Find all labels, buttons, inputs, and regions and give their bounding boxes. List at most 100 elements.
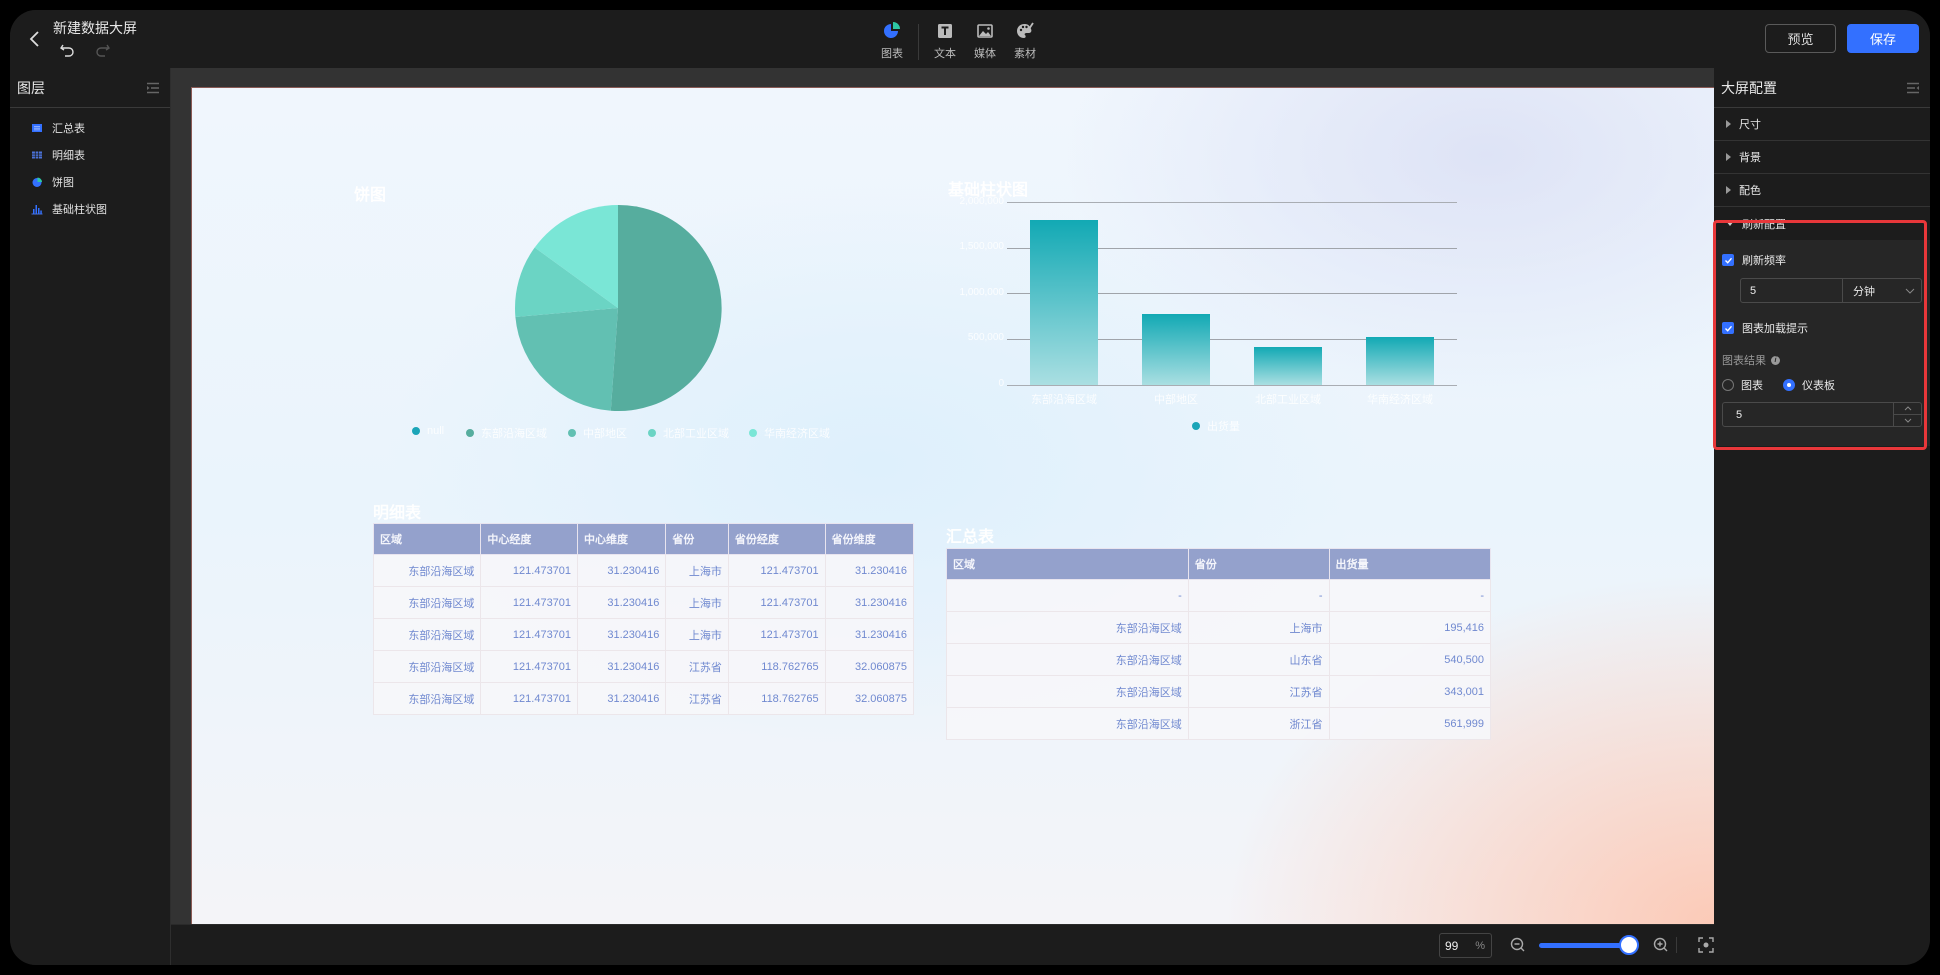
- table-cell: 118.762765: [727, 650, 826, 683]
- table-cell: 121.473701: [480, 682, 579, 715]
- column-header[interactable]: 省份经度: [727, 523, 826, 555]
- table-cell: 121.473701: [727, 586, 826, 619]
- pie-legend-item[interactable]: 东部沿海区域: [466, 425, 547, 441]
- column-header[interactable]: 中心维度: [577, 523, 667, 555]
- layer-item-detail-table[interactable]: 明细表: [10, 141, 170, 168]
- zoom-slider[interactable]: [1539, 943, 1633, 948]
- y-tick: 1,000,000: [959, 287, 1005, 298]
- zoom-in-icon[interactable]: [1652, 936, 1670, 954]
- pie-chart-title: 饼图: [354, 187, 387, 204]
- section-background[interactable]: 背景: [1714, 141, 1930, 174]
- section-refresh-config[interactable]: 刷新配置: [1714, 207, 1930, 240]
- table-cell: 上海市: [665, 586, 729, 619]
- bar[interactable]: [1254, 347, 1322, 385]
- zoom-out-icon[interactable]: [1509, 936, 1527, 954]
- chart-result-input[interactable]: 5: [1736, 408, 1743, 421]
- bar[interactable]: [1142, 314, 1210, 385]
- table-cell: 31.230416: [824, 554, 915, 587]
- tool-media[interactable]: 媒体: [965, 20, 1005, 61]
- table-cell: 118.762765: [727, 682, 826, 715]
- stepper-up-button[interactable]: [1894, 403, 1921, 415]
- zoom-input[interactable]: 99 %: [1439, 933, 1492, 958]
- pie-legend-item[interactable]: 中部地区: [568, 425, 627, 441]
- table-cell: 121.473701: [727, 554, 826, 587]
- preview-button[interactable]: 预览: [1765, 24, 1836, 53]
- collapse-menu-icon[interactable]: [1906, 82, 1920, 94]
- bar-legend-item[interactable]: 出货量: [1192, 418, 1240, 434]
- layer-item-summary-table[interactable]: 汇总表: [10, 114, 170, 141]
- table-row: - - -: [946, 579, 1492, 612]
- tool-text[interactable]: 文本: [925, 20, 965, 61]
- radio-chart[interactable]: 图表: [1722, 377, 1763, 393]
- layer-item-pie-chart[interactable]: 饼图: [10, 168, 170, 195]
- checkbox-label: 刷新频率: [1742, 255, 1786, 267]
- table-cell: -: [946, 579, 1189, 612]
- config-panel-header: 大屏配置: [1714, 68, 1930, 108]
- undo-icon[interactable]: [58, 40, 78, 60]
- checkbox-checked-icon: [1722, 254, 1734, 266]
- pie-legend-item[interactable]: 北部工业区域: [648, 425, 729, 441]
- refresh-unit-select[interactable]: 分钟: [1843, 279, 1921, 302]
- table-row: 东部沿海区域 121.473701 31.230416 上海市 121.4737…: [372, 618, 915, 651]
- bar[interactable]: [1366, 337, 1434, 385]
- zoom-unit: %: [1475, 939, 1485, 952]
- y-tick: 0: [998, 378, 1004, 389]
- column-header[interactable]: 出货量: [1328, 548, 1492, 580]
- column-header[interactable]: 区域: [372, 523, 482, 555]
- table-cell: 东部沿海区域: [372, 682, 482, 715]
- column-header[interactable]: 省份: [1187, 548, 1330, 580]
- table-cell: 540,500: [1328, 643, 1492, 676]
- section-color-scheme[interactable]: 配色: [1714, 174, 1930, 207]
- bar-chart-title: 基础柱状图: [948, 182, 1029, 199]
- section-size[interactable]: 尺寸: [1714, 108, 1930, 141]
- table-cell: 东部沿海区域: [372, 554, 482, 587]
- table-row: 东部沿海区域 江苏省 343,001: [946, 675, 1492, 708]
- column-header[interactable]: 省份: [665, 523, 729, 555]
- layer-label: 饼图: [52, 176, 74, 189]
- legend-dot-icon: [412, 427, 420, 435]
- redo-icon[interactable]: [92, 40, 112, 60]
- refresh-frequency-input[interactable]: 5: [1741, 279, 1843, 302]
- screen-config-panel: 大屏配置 尺寸 背景 配色 刷新配置 刷新频率 5: [1714, 68, 1930, 965]
- table-cell: 浙江省: [1187, 707, 1330, 740]
- collapse-menu-icon[interactable]: [146, 82, 160, 94]
- pie-legend-item[interactable]: null: [412, 425, 444, 437]
- info-icon[interactable]: i: [1771, 355, 1780, 365]
- column-header[interactable]: 中心经度: [480, 523, 579, 555]
- column-header[interactable]: 区域: [946, 548, 1189, 580]
- table-header-row: 区域 中心经度 中心维度 省份 省份经度 省份维度: [372, 523, 915, 555]
- table-row: 东部沿海区域 121.473701 31.230416 上海市 121.4737…: [372, 586, 915, 619]
- tool-chart[interactable]: 图表: [872, 20, 912, 61]
- table-cell: 31.230416: [824, 586, 915, 619]
- radio-dashboard[interactable]: 仪表板: [1783, 377, 1835, 393]
- config-panel-title: 大屏配置: [1721, 79, 1777, 96]
- section-label: 刷新配置: [1742, 218, 1786, 231]
- tool-material[interactable]: 素材: [1005, 20, 1045, 61]
- column-header[interactable]: 省份维度: [824, 523, 915, 555]
- x-axis-line: [1007, 385, 1457, 386]
- table-cell: 江苏省: [665, 682, 729, 715]
- save-button[interactable]: 保存: [1847, 24, 1919, 53]
- table-cell: 上海市: [665, 618, 729, 651]
- back-arrow-icon[interactable]: [24, 28, 46, 50]
- table-cell: 东部沿海区域: [946, 643, 1189, 676]
- chevron-down-icon: [1904, 418, 1911, 423]
- table-cell: 31.230416: [577, 586, 667, 619]
- dashboard-canvas[interactable]: 饼图 null 东部沿海区域 中部地区 北部工业区域 华南经济区域 基础柱状图 …: [191, 87, 1714, 924]
- detail-table-title: 明细表: [373, 505, 422, 522]
- fit-screen-icon[interactable]: [1697, 936, 1715, 954]
- layer-item-bar-chart[interactable]: 基础柱状图: [10, 195, 170, 222]
- bar[interactable]: [1030, 220, 1098, 385]
- image-icon: [977, 24, 993, 38]
- zoom-slider-thumb[interactable]: [1619, 935, 1639, 955]
- pie-chart[interactable]: [512, 202, 724, 414]
- table-cell: 121.473701: [480, 586, 579, 619]
- section-label: 尺寸: [1739, 119, 1761, 131]
- loading-hint-checkbox[interactable]: 图表加载提示: [1722, 318, 1922, 338]
- pie-legend-item[interactable]: 华南经济区域: [749, 425, 830, 441]
- table-cell: 江苏省: [665, 650, 729, 683]
- refresh-frequency-checkbox[interactable]: 刷新频率: [1722, 250, 1922, 270]
- chart-result-label: 图表结果 i: [1722, 352, 1922, 368]
- tool-material-label: 素材: [1014, 48, 1036, 60]
- stepper-down-button[interactable]: [1894, 415, 1921, 426]
